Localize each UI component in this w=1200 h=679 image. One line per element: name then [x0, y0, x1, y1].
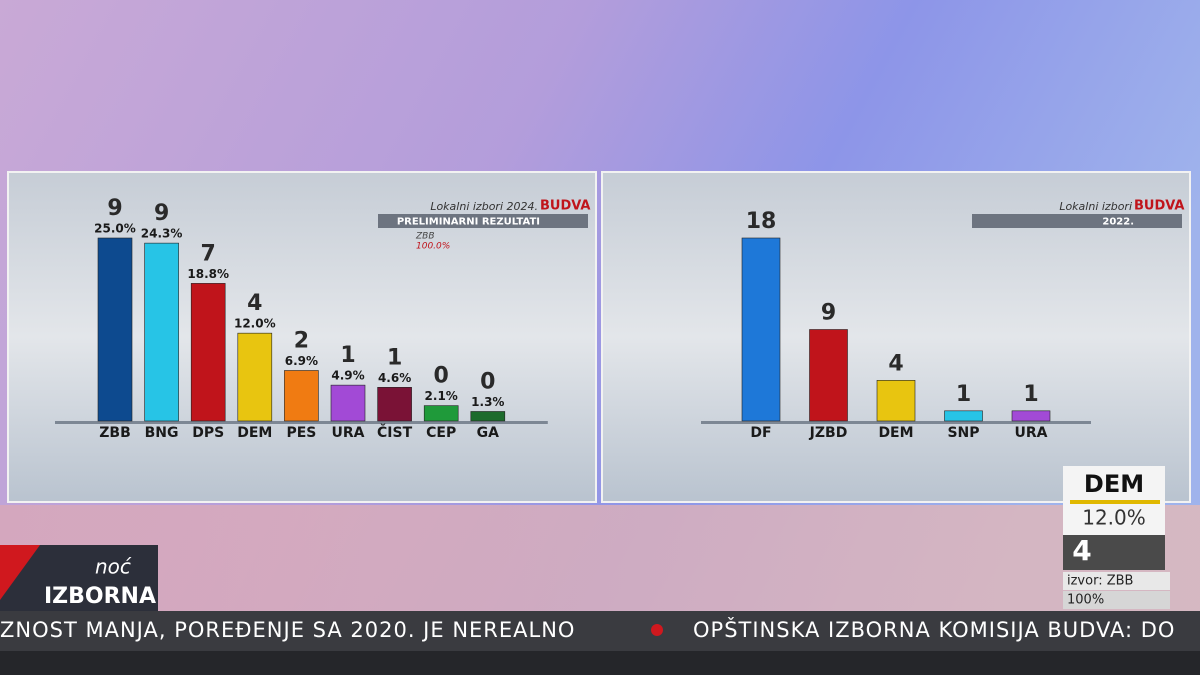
category-label: BNG — [145, 425, 179, 441]
bar — [144, 242, 179, 422]
value-label: 12.0% — [234, 317, 276, 331]
bar — [284, 370, 319, 422]
background-lower — [0, 505, 1200, 615]
value-label: 2.1% — [425, 389, 458, 403]
source: izvor: ZBB — [1067, 574, 1133, 589]
seats-label: 4 — [247, 291, 262, 316]
value-label: 18.8% — [187, 267, 229, 281]
seats-label: 0 — [480, 369, 495, 394]
category-label: JZBD — [809, 425, 848, 441]
ticker-dot — [651, 624, 663, 636]
logo-accent — [0, 545, 40, 600]
value-label: 1 — [956, 382, 971, 407]
ticker — [0, 611, 1200, 651]
baseline — [701, 421, 1091, 424]
chart-note: 100.0% — [416, 242, 450, 252]
seats-label: 0 — [434, 364, 449, 389]
seats-label: 1 — [340, 343, 355, 368]
seats-label: 9 — [107, 196, 122, 221]
chart-title: Lokalni izbori 2024. — [430, 200, 538, 213]
chart-title: Lokalni izbori — [1059, 200, 1132, 213]
value-label: 6.9% — [285, 354, 318, 368]
category-label: URA — [332, 425, 365, 441]
ticker-text: OPŠTINSKA IZBORNA KOMISIJA BUDVA: DO — [693, 617, 1175, 642]
category-label: DF — [750, 425, 771, 441]
seats-label: 7 — [201, 241, 216, 266]
category-label: DPS — [192, 425, 224, 441]
chart-subtitle: PRELIMINARNI REZULTATI — [397, 217, 540, 228]
seats-label: 2 — [294, 328, 309, 353]
party-stripe — [1070, 500, 1160, 504]
subtitle-bar — [972, 214, 1182, 228]
bar — [330, 384, 366, 422]
bar — [944, 410, 983, 422]
bar — [470, 411, 506, 422]
logo-big: IZBORNA — [44, 584, 156, 609]
bar — [190, 283, 226, 422]
bar — [423, 405, 459, 422]
ticker-bottom — [0, 651, 1200, 675]
side-box-seats-bg — [1063, 535, 1165, 570]
category-label: GA — [477, 425, 499, 441]
value-label: 24.3% — [141, 227, 183, 241]
counted-box — [1063, 591, 1170, 609]
bar — [97, 237, 133, 422]
value-label: 1 — [1023, 382, 1038, 407]
subtitle-bar — [378, 214, 588, 228]
value-label: 9 — [821, 301, 836, 326]
seats-label: 1 — [387, 345, 402, 370]
chart-place: BUDVA — [1134, 199, 1185, 214]
baseline — [55, 421, 548, 424]
source-box — [1063, 572, 1170, 590]
value-label: 4.9% — [331, 369, 364, 383]
side-party: DEM — [1084, 470, 1144, 498]
category-label: CEP — [426, 425, 456, 441]
chart-note: ZBB — [415, 232, 435, 242]
value-label: 4.6% — [378, 371, 411, 385]
chart-place: BUDVA — [540, 199, 591, 214]
counted: 100% — [1067, 593, 1104, 608]
category-label: ZBB — [99, 425, 131, 441]
bar — [876, 380, 916, 422]
seats-label: 9 — [154, 201, 169, 226]
bar — [741, 237, 781, 422]
category-label: URA — [1015, 425, 1048, 441]
side-percent: 12.0% — [1082, 506, 1146, 530]
category-label: SNP — [947, 425, 979, 441]
value-label: 4 — [888, 351, 903, 376]
category-label: PES — [286, 425, 316, 441]
category-label: ČIST — [377, 423, 413, 441]
value-label: 1.3% — [471, 395, 504, 409]
value-label: 25.0% — [94, 222, 136, 236]
bar — [1011, 410, 1051, 422]
logo-small: noć — [95, 555, 132, 579]
bar — [809, 329, 848, 422]
bar — [237, 332, 273, 422]
chart-subtitle: 2022. — [1102, 217, 1134, 228]
ticker-text: ZNOST MANJA, POREĐENJE SA 2020. JE NEREA… — [0, 618, 575, 642]
category-label: DEM — [237, 425, 272, 441]
bar — [377, 387, 412, 422]
value-label: 18 — [746, 209, 777, 234]
side-seats: 4 — [1072, 534, 1091, 567]
category-label: DEM — [878, 425, 913, 441]
